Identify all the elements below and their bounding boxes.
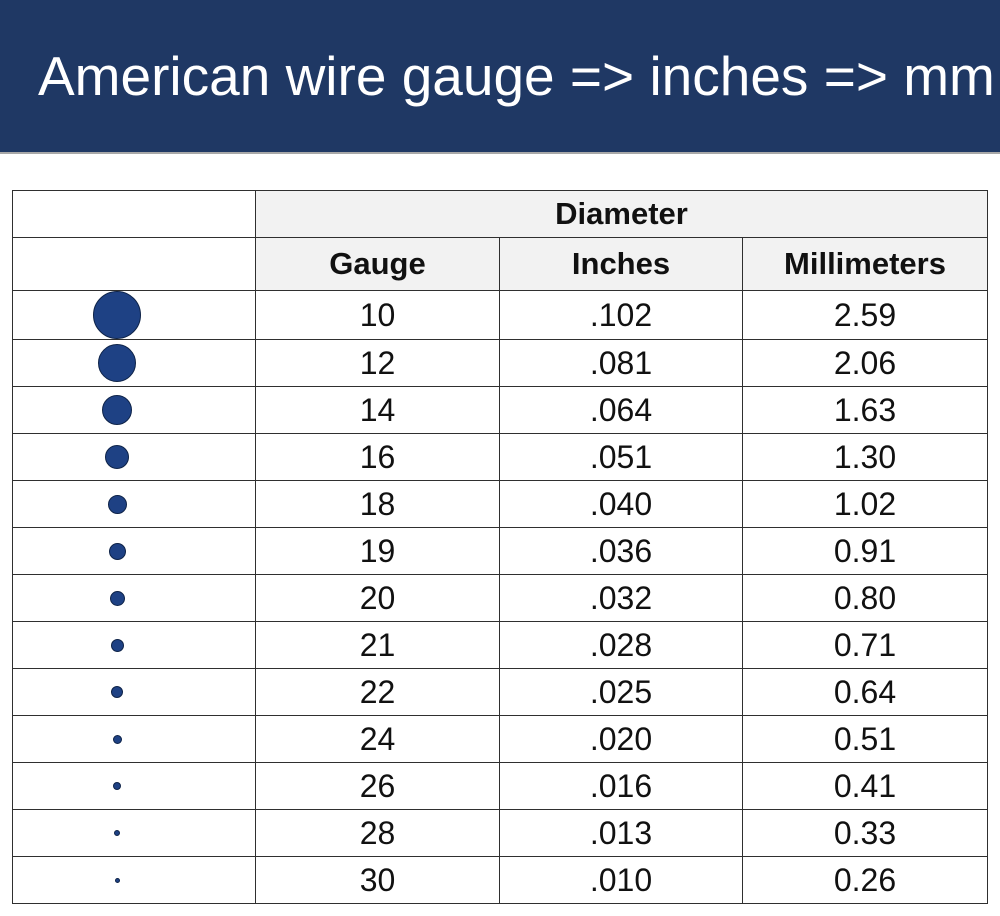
gauge-cell: 22 bbox=[255, 668, 500, 716]
gauge-cell: 19 bbox=[255, 527, 500, 575]
wire-gauge-table: Diameter Gauge Inches Millimeters 10 .10… bbox=[12, 190, 988, 904]
page-title: American wire gauge => inches => mm bbox=[38, 45, 995, 107]
gauge-cell: 26 bbox=[255, 762, 500, 810]
dot-cell bbox=[12, 621, 256, 669]
inches-cell: .040 bbox=[499, 480, 743, 528]
gauge-cell: 20 bbox=[255, 574, 500, 622]
wire-diameter-dot bbox=[98, 344, 136, 382]
blank-header-cell bbox=[12, 237, 256, 291]
inches-cell: .051 bbox=[499, 433, 743, 481]
inches-cell: .081 bbox=[499, 339, 743, 387]
gauge-cell: 10 bbox=[255, 290, 500, 340]
inches-cell: .020 bbox=[499, 715, 743, 763]
mm-cell: 0.71 bbox=[742, 621, 988, 669]
gauge-cell: 28 bbox=[255, 809, 500, 857]
inches-cell: .025 bbox=[499, 668, 743, 716]
mm-cell: 2.59 bbox=[742, 290, 988, 340]
dot-cell bbox=[12, 480, 256, 528]
table-row: 16 .051 1.30 bbox=[12, 433, 988, 481]
dot-cell bbox=[12, 715, 256, 763]
dot-cell bbox=[12, 527, 256, 575]
dot-cell bbox=[12, 762, 256, 810]
wire-diameter-dot bbox=[112, 734, 122, 744]
diameter-header: Diameter bbox=[255, 190, 988, 238]
mm-cell: 0.64 bbox=[742, 668, 988, 716]
gauge-cell: 30 bbox=[255, 856, 500, 904]
inches-cell: .064 bbox=[499, 386, 743, 434]
inches-cell: .102 bbox=[499, 290, 743, 340]
table-row: 28 .013 0.33 bbox=[12, 809, 988, 857]
table-row: 20 .032 0.80 bbox=[12, 574, 988, 622]
gauge-cell: 16 bbox=[255, 433, 500, 481]
column-header-millimeters: Millimeters bbox=[742, 237, 988, 291]
inches-cell: .036 bbox=[499, 527, 743, 575]
column-header-gauge: Gauge bbox=[255, 237, 500, 291]
wire-diameter-dot bbox=[110, 638, 124, 652]
gauge-cell: 24 bbox=[255, 715, 500, 763]
table-row: 24 .020 0.51 bbox=[12, 715, 988, 763]
gauge-cell: 14 bbox=[255, 386, 500, 434]
wire-diameter-dot bbox=[114, 830, 120, 836]
table-row: 14 .064 1.63 bbox=[12, 386, 988, 434]
mm-cell: 1.30 bbox=[742, 433, 988, 481]
gauge-cell: 18 bbox=[255, 480, 500, 528]
inches-cell: .032 bbox=[499, 574, 743, 622]
mm-cell: 2.06 bbox=[742, 339, 988, 387]
wire-diameter-dot bbox=[114, 877, 120, 883]
dot-cell bbox=[12, 856, 256, 904]
blank-header-cell bbox=[12, 190, 256, 238]
mm-cell: 0.51 bbox=[742, 715, 988, 763]
column-header-row: Gauge Inches Millimeters bbox=[12, 237, 988, 291]
dot-cell bbox=[12, 386, 256, 434]
table-row: 22 .025 0.64 bbox=[12, 668, 988, 716]
table-row: 30 .010 0.26 bbox=[12, 856, 988, 904]
wire-diameter-dot bbox=[111, 686, 123, 698]
table-row: 19 .036 0.91 bbox=[12, 527, 988, 575]
dot-cell bbox=[12, 574, 256, 622]
mm-cell: 1.02 bbox=[742, 480, 988, 528]
gauge-cell: 21 bbox=[255, 621, 500, 669]
wire-diameter-dot bbox=[109, 590, 125, 606]
inches-cell: .016 bbox=[499, 762, 743, 810]
wire-diameter-dot bbox=[108, 542, 126, 560]
table-row: 26 .016 0.41 bbox=[12, 762, 988, 810]
inches-cell: .013 bbox=[499, 809, 743, 857]
mm-cell: 0.80 bbox=[742, 574, 988, 622]
dot-cell bbox=[12, 809, 256, 857]
inches-cell: .028 bbox=[499, 621, 743, 669]
dot-cell bbox=[12, 668, 256, 716]
table-row: 21 .028 0.71 bbox=[12, 621, 988, 669]
gauge-cell: 12 bbox=[255, 339, 500, 387]
inches-cell: .010 bbox=[499, 856, 743, 904]
mm-cell: 0.33 bbox=[742, 809, 988, 857]
wire-diameter-dot bbox=[107, 494, 127, 514]
title-banner: American wire gauge => inches => mm bbox=[0, 0, 1000, 154]
dot-cell bbox=[12, 290, 256, 340]
mm-cell: 0.91 bbox=[742, 527, 988, 575]
table-row: 18 .040 1.02 bbox=[12, 480, 988, 528]
mm-cell: 1.63 bbox=[742, 386, 988, 434]
table-row: 10 .102 2.59 bbox=[12, 290, 988, 340]
wire-diameter-dot bbox=[102, 395, 132, 425]
mm-cell: 0.41 bbox=[742, 762, 988, 810]
wire-diameter-dot bbox=[113, 782, 121, 790]
column-header-inches: Inches bbox=[499, 237, 743, 291]
mm-cell: 0.26 bbox=[742, 856, 988, 904]
table-row: 12 .081 2.06 bbox=[12, 339, 988, 387]
dot-cell bbox=[12, 433, 256, 481]
dot-cell bbox=[12, 339, 256, 387]
wire-diameter-dot bbox=[93, 291, 141, 339]
diameter-header-row: Diameter bbox=[12, 190, 988, 238]
wire-diameter-dot bbox=[105, 445, 129, 469]
